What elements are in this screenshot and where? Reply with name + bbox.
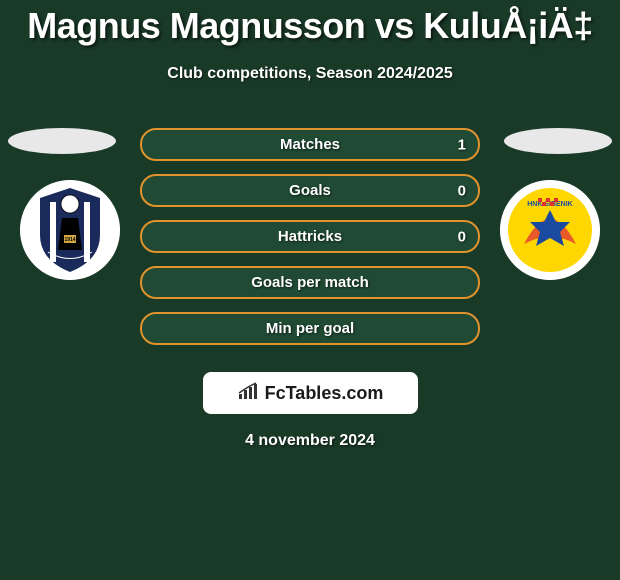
left-club-logo: 1914 <box>20 180 120 280</box>
stat-row-goals-per-match: Goals per match <box>140 266 480 299</box>
comparison-card: Magnus Magnusson vs KuluÅ¡iÄ‡ Club compe… <box>0 0 620 450</box>
branding-text: FcTables.com <box>265 383 384 404</box>
page-subtitle: Club competitions, Season 2024/2025 <box>0 65 620 83</box>
stat-right-value: 0 <box>458 228 466 245</box>
main-area: 1914 HNK ŠIBENIK <box>0 128 620 358</box>
lokomotiva-logo-icon: 1914 <box>20 180 120 280</box>
date-line: 4 november 2024 <box>0 432 620 450</box>
chart-icon <box>237 382 259 405</box>
branding-box[interactable]: FcTables.com <box>203 372 418 414</box>
right-shadow-oval <box>504 128 612 154</box>
stat-rows: Matches 1 Goals 0 Hattricks 0 Goals per … <box>140 128 480 358</box>
sibenik-logo-icon: HNK ŠIBENIK <box>500 180 600 280</box>
page-title: Magnus Magnusson vs KuluÅ¡iÄ‡ <box>0 5 620 47</box>
stat-row-goals: Goals 0 <box>140 174 480 207</box>
stat-label: Min per goal <box>266 320 354 337</box>
stat-row-hattricks: Hattricks 0 <box>140 220 480 253</box>
stat-right-value: 1 <box>458 136 466 153</box>
stat-row-matches: Matches 1 <box>140 128 480 161</box>
stat-label: Matches <box>280 136 340 153</box>
stat-row-min-per-goal: Min per goal <box>140 312 480 345</box>
stat-label: Goals <box>289 182 331 199</box>
stat-right-value: 0 <box>458 182 466 199</box>
svg-text:1914: 1914 <box>64 237 75 243</box>
stat-label: Goals per match <box>251 274 369 291</box>
right-club-logo: HNK ŠIBENIK <box>500 180 600 280</box>
left-shadow-oval <box>8 128 116 154</box>
stat-label: Hattricks <box>278 228 342 245</box>
